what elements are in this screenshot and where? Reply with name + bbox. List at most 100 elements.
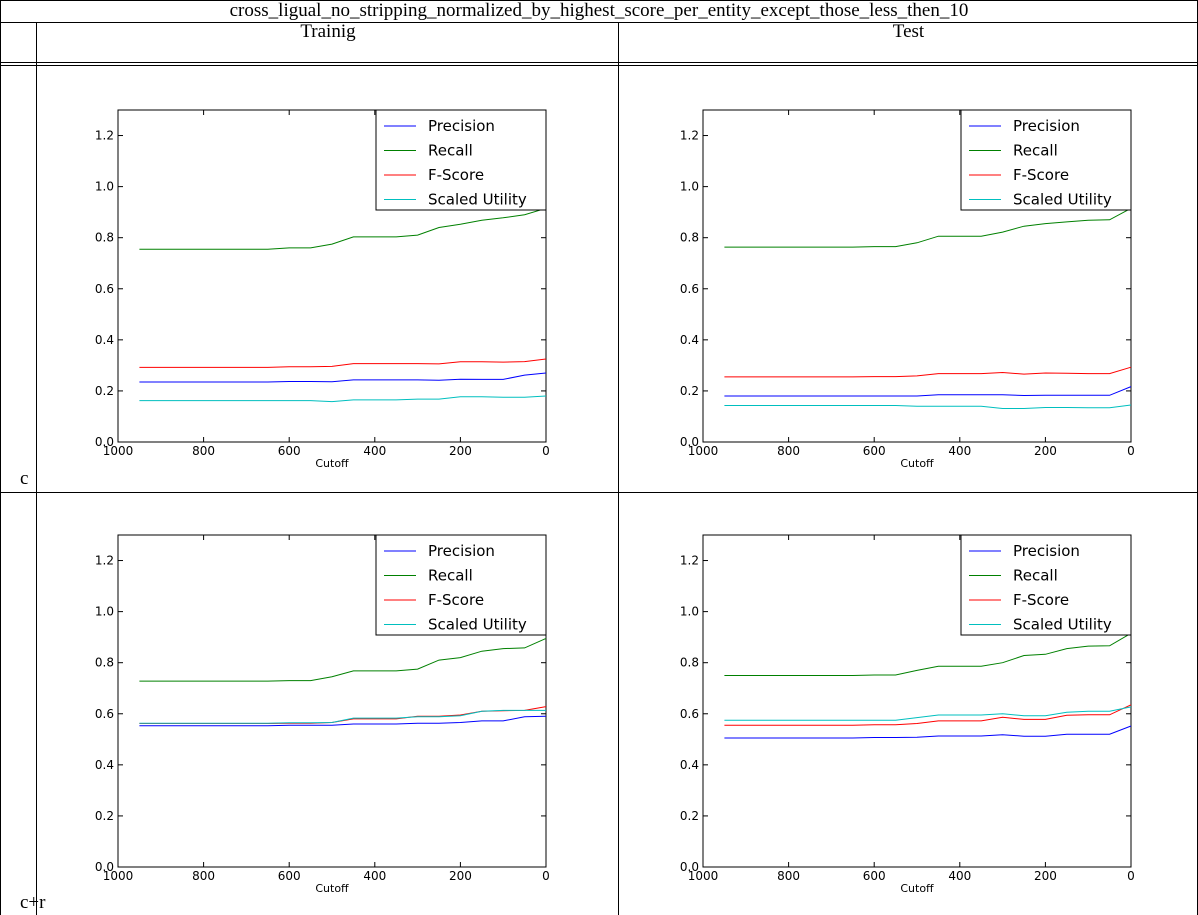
header-divider [0,62,1198,63]
legend-label: Scaled Utility [1013,616,1112,634]
legend-label: Scaled Utility [1013,191,1112,209]
y-tick-label: 0.6 [95,707,114,721]
y-tick-label: 1.0 [680,605,699,619]
x-tick-label: 800 [192,869,215,883]
legend-label: Precision [428,542,495,560]
y-tick-label: 0.4 [95,758,114,772]
legend-label: Precision [1013,542,1080,560]
column-divider [618,22,619,915]
x-axis-label: Cutoff [900,882,934,895]
series-line-recall [724,632,1132,676]
x-tick-label: 400 [948,869,971,883]
y-tick-label: 0.8 [680,656,699,670]
legend-label: Recall [1013,567,1058,585]
y-tick-label: 1.2 [95,129,114,143]
series-line-scaled-utility [139,709,546,724]
y-tick-label: 0.8 [680,231,699,245]
legend-label: F-Score [1013,166,1069,184]
row-label-c-plus-r: c+r [20,892,46,913]
x-tick-label: 800 [777,444,800,458]
series-line-f-score [139,358,547,368]
legend-label: F-Score [428,591,484,609]
legend-box [375,534,547,636]
series-line-scaled-utility [724,706,1132,721]
y-tick-label: 1.0 [95,605,114,619]
series-line-scaled-utility [724,404,1132,409]
x-tick-label: 600 [278,869,301,883]
series-line-f-score [724,366,1132,378]
x-tick-label: 1000 [688,869,719,883]
title-divider [0,22,1198,23]
legend-label: Recall [428,567,473,585]
x-tick-label: 200 [1034,444,1057,458]
x-tick-label: 400 [363,869,386,883]
y-tick-label: 1.2 [680,129,699,143]
y-tick-label: 1.0 [680,180,699,194]
chart-test-c-plus-r: 0.0 0.2 0.4 0.6 0.8 1.0 1.2 1000 800 600 400 200 0 Cu… [680,534,1135,895]
y-tick-label: 0.6 [95,282,114,296]
x-tick-label: 1000 [103,869,134,883]
x-tick-label: 0 [542,869,550,883]
y-tick-label: 0.2 [680,809,699,823]
series-line-recall [139,207,547,250]
x-tick-label: 800 [777,869,800,883]
legend-box [960,109,1132,211]
row-label-divider [36,22,37,915]
series-line-f-score [724,704,1132,726]
x-axis-label: Cutoff [315,457,349,470]
x-tick-label: 0 [542,444,550,458]
column-header-test: Test [892,21,925,42]
y-tick-label: 0.0 [680,435,699,449]
y-tick-label: 0.0 [95,860,114,874]
series-line-recall [139,637,547,682]
y-tick-label: 0.8 [95,656,114,670]
series-line-precision [139,372,547,383]
x-tick-label: 1000 [688,444,719,458]
y-tick-label: 0.0 [95,435,114,449]
x-tick-label: 600 [863,869,886,883]
x-tick-label: 1000 [103,444,134,458]
legend-label: Precision [428,117,495,135]
series-line-precision [724,386,1132,397]
legend-label: Recall [428,142,473,160]
y-tick-label: 0.2 [95,809,114,823]
chart-test-c: 0.0 0.2 0.4 0.6 0.8 1.0 1.2 1000 800 600 400 200 0 Cu… [680,109,1135,470]
y-tick-label: 0.6 [680,707,699,721]
legend-label: F-Score [1013,591,1069,609]
chart-training-c: 0.0 0.2 0.4 0.6 0.8 1.0 1.2 1000 800 600 400 200 0 Cu… [95,109,550,470]
legend-label: Precision [1013,117,1080,135]
x-tick-label: 600 [863,444,886,458]
legend-label: Recall [1013,142,1058,160]
y-tick-label: 0.0 [680,860,699,874]
x-tick-label: 200 [449,444,472,458]
x-tick-label: 200 [449,869,472,883]
y-tick-label: 1.2 [680,554,699,568]
y-tick-label: 0.4 [680,333,699,347]
y-tick-label: 0.8 [95,231,114,245]
x-tick-label: 0 [1127,444,1135,458]
x-tick-label: 0 [1127,869,1135,883]
legend-box [960,534,1132,636]
page-title: cross_ligual_no_stripping_normalized_by_… [229,0,969,21]
x-axis-label: Cutoff [900,457,934,470]
column-header-training: Trainig [300,21,356,42]
y-tick-label: 0.2 [680,384,699,398]
y-tick-label: 1.0 [95,180,114,194]
series-line-precision [139,715,547,727]
y-tick-label: 1.2 [95,554,114,568]
x-tick-label: 200 [1034,869,1057,883]
series-line-precision [724,725,1132,739]
x-tick-label: 400 [948,444,971,458]
legend-label: F-Score [428,166,484,184]
y-tick-label: 0.4 [95,333,114,347]
legend-label: Scaled Utility [428,616,527,634]
y-tick-label: 0.6 [680,282,699,296]
series-line-recall [724,207,1132,248]
y-tick-label: 0.4 [680,758,699,772]
chart-training-c-plus-r: 0.0 0.2 0.4 0.6 0.8 1.0 1.2 1000 800 600 400 200 0 Cu… [95,534,550,895]
row-label-c: c [20,468,29,489]
x-tick-label: 600 [278,444,301,458]
y-tick-label: 0.2 [95,384,114,398]
x-tick-label: 800 [192,444,215,458]
legend-label: Scaled Utility [428,191,527,209]
